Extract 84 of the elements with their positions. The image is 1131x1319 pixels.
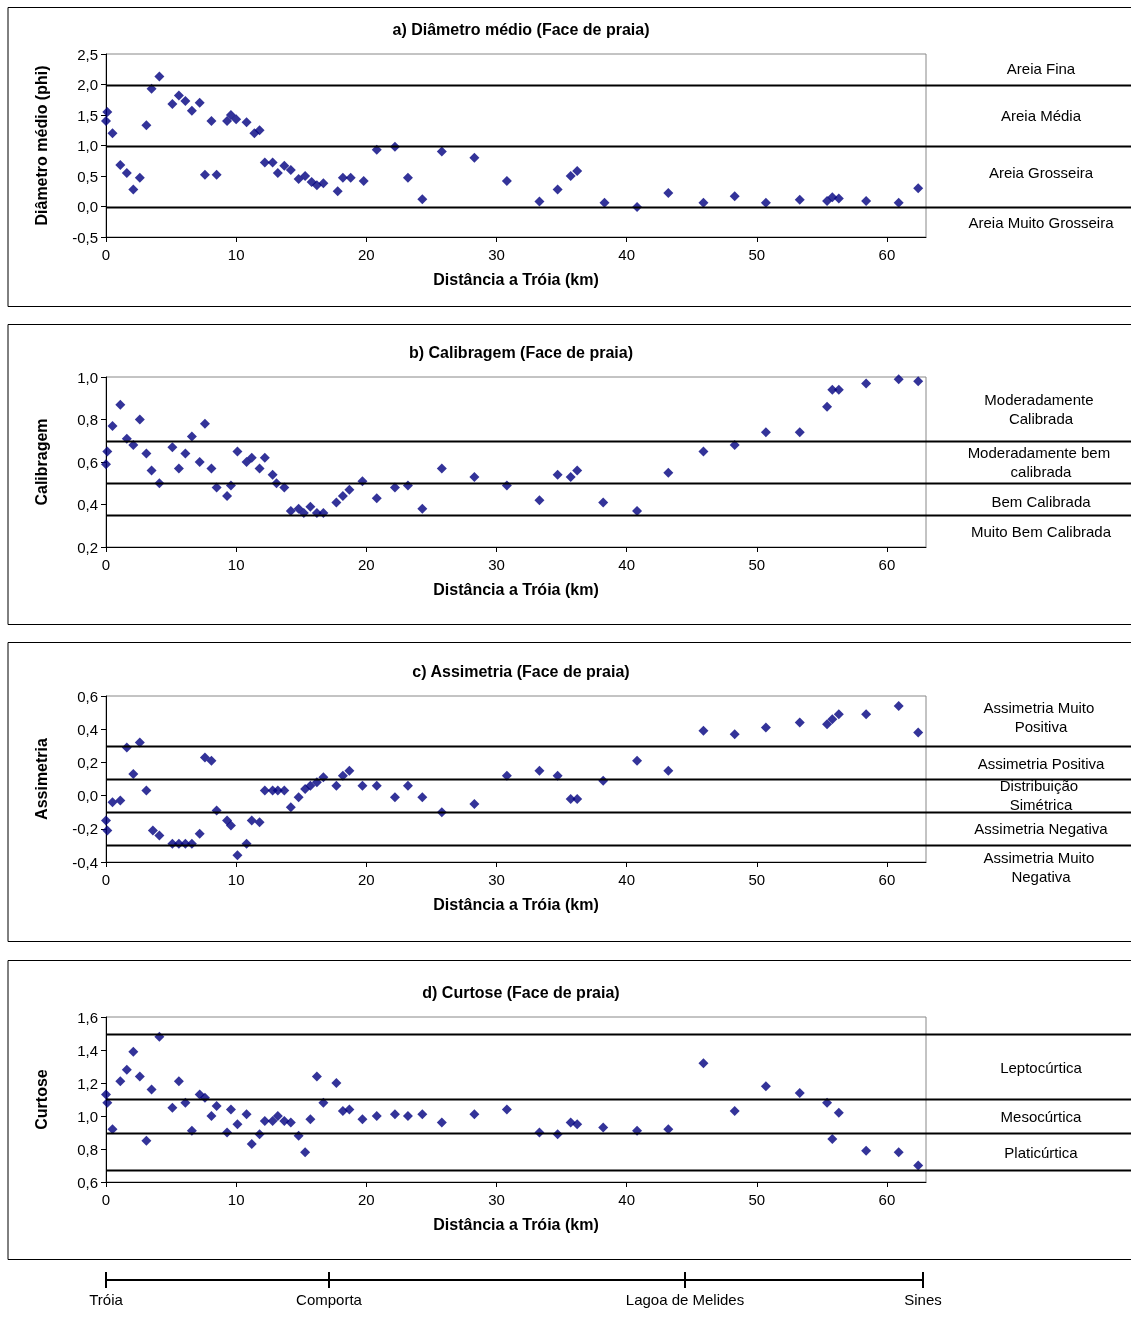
- x-tick-label: 30: [488, 1191, 505, 1208]
- x-tick-label: 0: [101, 1191, 111, 1208]
- text: Tróia: [89, 1291, 124, 1308]
- x-axis-title: Distância a Tróia (km): [433, 270, 599, 288]
- text: Muito Bem Calibrada: [970, 522, 1112, 540]
- y-tick-label: 0,5: [77, 167, 98, 185]
- x-tick-label: 30: [488, 556, 505, 573]
- y-tick-label: 1,0: [77, 137, 98, 154]
- x-tick-label: 20: [357, 1191, 375, 1208]
- text: Areia Muito Grosseira: [968, 213, 1115, 231]
- x-tick-label: 50: [748, 556, 766, 573]
- text: Leptocúrtica: [1000, 1058, 1083, 1076]
- text: Mesocúrtica: [1000, 1107, 1083, 1125]
- text: Sines: [904, 1291, 942, 1308]
- x-tick-label: 40: [618, 871, 635, 888]
- x-axis-title: Distância a Tróia (km): [433, 895, 599, 913]
- y-tick-label: 0,2: [77, 538, 98, 556]
- x-tick-label: 10: [227, 1191, 245, 1208]
- x-tick-label: 40: [618, 556, 635, 573]
- text: Moderadamente Calibrada: [984, 391, 1098, 427]
- x-tick-label: 0: [101, 556, 111, 573]
- x-tick-label: 20: [357, 246, 375, 263]
- x-tick-label: 60: [878, 556, 896, 573]
- text: Assimetria Positiva: [977, 754, 1106, 772]
- y-tick-label: 0,6: [77, 453, 98, 471]
- x-tick-label: 50: [748, 871, 766, 888]
- x-tick-label: 30: [488, 871, 505, 888]
- chart-title: b) Calibragem (Face de praia): [408, 343, 634, 361]
- y-tick-label: 1,0: [77, 368, 98, 386]
- x-tick-label: 50: [748, 1191, 766, 1208]
- y-tick-label: 1,0: [77, 1107, 98, 1125]
- text: Assimetria Muito Positiva: [983, 699, 1099, 735]
- x-tick-label: 20: [357, 556, 375, 573]
- y-tick-label: 0,2: [77, 753, 98, 771]
- y-tick-label: 0,6: [77, 1173, 98, 1191]
- x-axis-title: Distância a Tróia (km): [433, 580, 599, 598]
- y-tick-label: 0,0: [77, 787, 98, 805]
- text: Areia Média: [1000, 106, 1082, 124]
- chart-title: d) Curtose (Face de praia): [422, 983, 620, 1001]
- y-tick-label: 1,5: [77, 106, 98, 124]
- x-tick-label: 40: [618, 246, 635, 263]
- x-tick-label: 30: [488, 246, 505, 263]
- x-tick-label: 10: [227, 246, 245, 263]
- x-tick-label: 10: [227, 871, 245, 888]
- x-tick-label: 0: [101, 871, 111, 888]
- y-tick-label: 0,8: [77, 411, 98, 428]
- y-tick-label: 0,0: [77, 198, 98, 215]
- y-axis-title: Calibragem: [32, 418, 50, 506]
- text: Areia Grosseira: [988, 163, 1094, 181]
- y-tick-label: 1,6: [77, 1008, 98, 1026]
- x-tick-label: 60: [878, 1191, 896, 1208]
- text: Lagoa de Melides: [625, 1291, 745, 1308]
- x-tick-label: 0: [101, 246, 111, 263]
- x-axis-title: Distância a Tróia (km): [433, 1215, 599, 1233]
- y-tick-label: -0,5: [72, 228, 98, 246]
- text: Platicúrtica: [1004, 1143, 1079, 1161]
- y-tick-label: 0,4: [77, 496, 98, 513]
- y-tick-label: 0,6: [77, 687, 98, 705]
- y-axis-title: Diâmetro médio (phi): [32, 65, 50, 226]
- y-tick-label: 0,4: [77, 720, 98, 738]
- chart-title: c) Assimetria (Face de praia): [412, 662, 630, 680]
- text: Assimetria Muito Negativa: [983, 849, 1099, 885]
- y-tick-label: 1,2: [77, 1074, 98, 1092]
- chart-title: a) Diâmetro médio (Face de praia): [392, 20, 650, 38]
- text: Distribuição Simétrica: [999, 777, 1083, 813]
- text: Moderadamente bem calibrada: [967, 444, 1115, 480]
- y-tick-label: 1,4: [77, 1041, 98, 1059]
- x-tick-label: 60: [878, 871, 896, 888]
- y-tick-label: 2,0: [77, 76, 98, 93]
- text: Bem Calibrada: [991, 492, 1092, 510]
- text: Comporta: [296, 1291, 363, 1308]
- x-tick-label: 40: [618, 1191, 635, 1208]
- x-tick-label: 50: [748, 246, 766, 263]
- text: Areia Fina: [1006, 59, 1076, 77]
- x-tick-label: 20: [357, 871, 375, 888]
- x-tick-label: 60: [878, 246, 896, 263]
- y-tick-label: 2,5: [77, 45, 98, 63]
- y-axis-title: Curtose: [32, 1069, 50, 1130]
- text: Assimetria Negativa: [974, 819, 1109, 837]
- x-tick-label: 10: [227, 556, 245, 573]
- y-tick-label: -0,2: [72, 820, 98, 838]
- y-tick-label: 0,8: [77, 1140, 98, 1158]
- y-tick-label: -0,4: [72, 853, 98, 871]
- y-axis-title: Assimetria: [32, 737, 50, 820]
